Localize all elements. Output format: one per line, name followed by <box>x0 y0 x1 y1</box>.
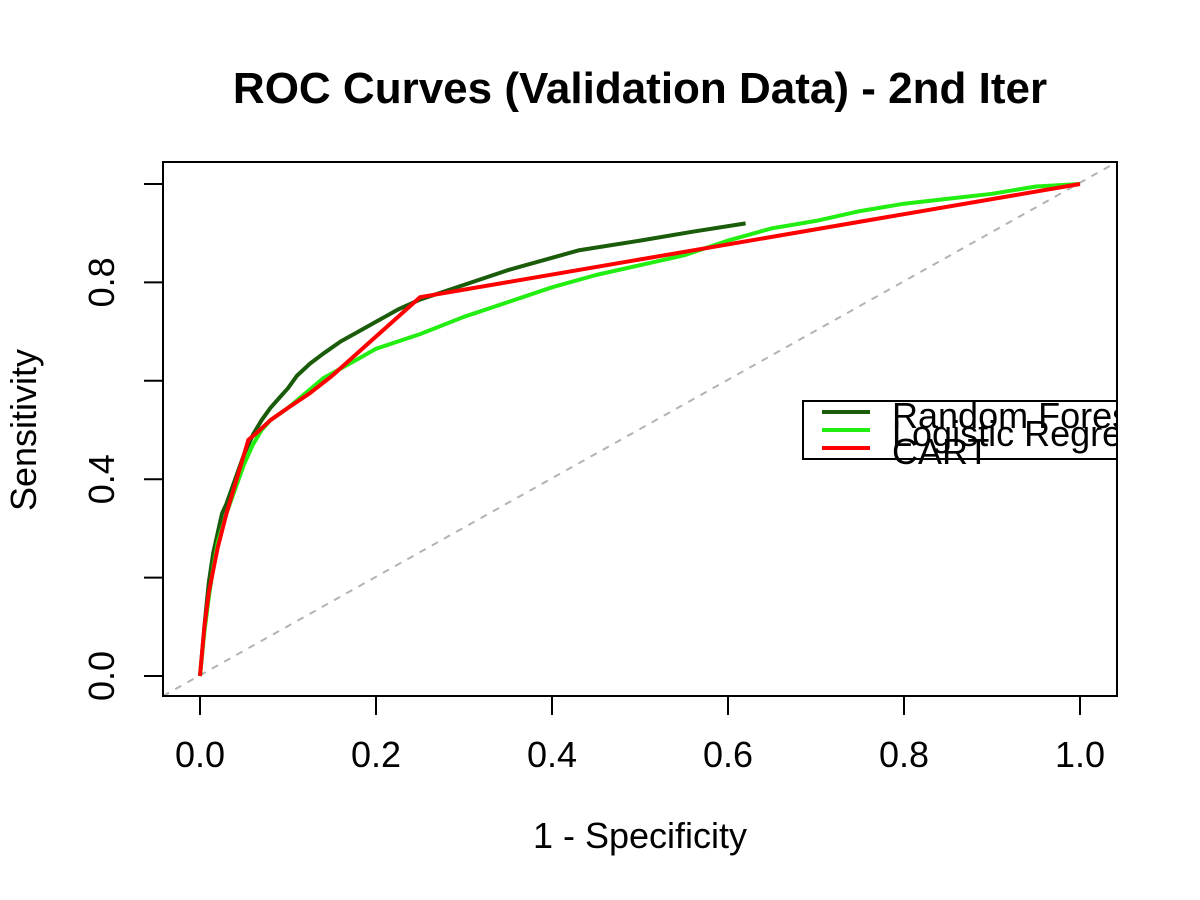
x-tick-label: 0.6 <box>703 734 753 775</box>
series-layer <box>198 182 1081 677</box>
x-tick-label: 1.0 <box>1055 734 1105 775</box>
y-tick-label: 0.8 <box>81 257 122 307</box>
series-line <box>198 182 1081 677</box>
axes: 0.0 0.2 0.4 0.6 0.8 1.0 0.0 0.4 0.8 <box>81 183 1105 775</box>
legend-label: Logistic Regression <box>892 413 1200 454</box>
chart-title: ROC Curves (Validation Data) - 2nd Iter <box>233 64 1047 113</box>
x-tick-label: 0.4 <box>527 734 577 775</box>
y-tick-label: 0.4 <box>81 454 122 504</box>
x-tick-label: 0.8 <box>879 734 929 775</box>
y-axis-label: Sensitivity <box>3 349 44 511</box>
reference-diagonal-line <box>162 161 1118 697</box>
legend-label: Random Forest <box>892 395 1140 436</box>
x-tick-label: 0.0 <box>175 734 225 775</box>
legend-label: CART <box>892 431 989 472</box>
y-tick-label: 0.0 <box>81 651 122 701</box>
series-line <box>198 221 746 677</box>
x-tick-label: 0.2 <box>351 734 401 775</box>
x-axis-label: 1 - Specificity <box>533 815 747 856</box>
